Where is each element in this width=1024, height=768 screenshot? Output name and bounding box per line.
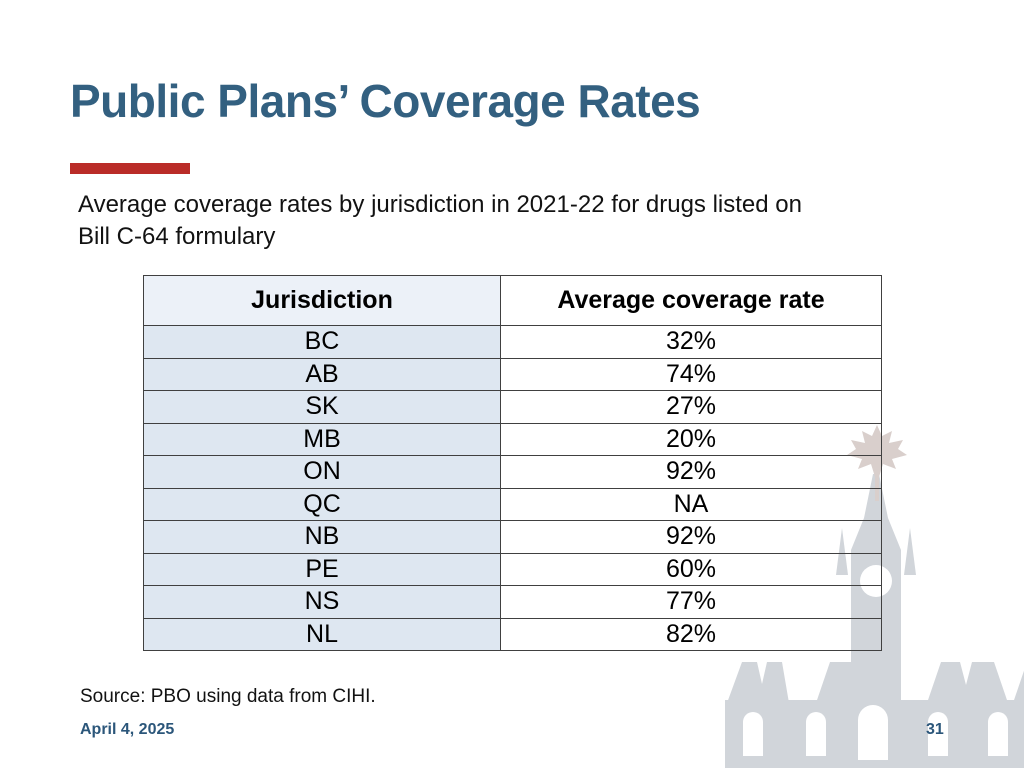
jurisdiction-cell: NL	[143, 617, 501, 651]
column-header-jurisdiction: Jurisdiction	[143, 275, 501, 326]
table-row: PE 60%	[143, 552, 882, 586]
rate-cell: 92%	[500, 520, 882, 554]
jurisdiction-cell: BC	[143, 325, 501, 359]
jurisdiction-cell: NB	[143, 520, 501, 554]
table-row: SK 27%	[143, 390, 882, 424]
source-note: Source: PBO using data from CIHI.	[80, 686, 376, 707]
table-row: NB 92%	[143, 520, 882, 554]
rate-cell: 32%	[500, 325, 882, 359]
rate-cell: NA	[500, 487, 882, 521]
table-row: QC NA	[143, 487, 882, 521]
jurisdiction-cell: QC	[143, 487, 501, 521]
table-header-row: Jurisdiction Average coverage rate	[143, 275, 882, 326]
page-number: 31	[926, 721, 944, 738]
rate-cell: 74%	[500, 357, 882, 391]
table-row: NL 82%	[143, 617, 882, 651]
jurisdiction-cell: AB	[143, 357, 501, 391]
rate-cell: 60%	[500, 552, 882, 586]
table-row: NS 77%	[143, 585, 882, 619]
jurisdiction-cell: ON	[143, 455, 501, 489]
rate-cell: 20%	[500, 422, 882, 456]
jurisdiction-cell: PE	[143, 552, 501, 586]
column-header-average-coverage-rate: Average coverage rate	[500, 275, 882, 326]
rate-cell: 77%	[500, 585, 882, 619]
slide-subtitle: Average coverage rates by jurisdiction i…	[78, 191, 802, 250]
jurisdiction-cell: MB	[143, 422, 501, 456]
coverage-rate-table: Jurisdiction Average coverage rate BC 32…	[143, 275, 882, 651]
footer-date: April 4, 2025	[80, 721, 175, 738]
rate-cell: 92%	[500, 455, 882, 489]
table-row: MB 20%	[143, 422, 882, 456]
slide-title: Public Plans’ Coverage Rates	[70, 75, 701, 127]
table-row: ON 92%	[143, 455, 882, 489]
rate-cell: 27%	[500, 390, 882, 424]
rate-cell: 82%	[500, 617, 882, 651]
table-row: AB 74%	[143, 357, 882, 391]
red-accent-bar	[70, 163, 190, 174]
jurisdiction-cell: NS	[143, 585, 501, 619]
jurisdiction-cell: SK	[143, 390, 501, 424]
table-row: BC 32%	[143, 325, 882, 359]
